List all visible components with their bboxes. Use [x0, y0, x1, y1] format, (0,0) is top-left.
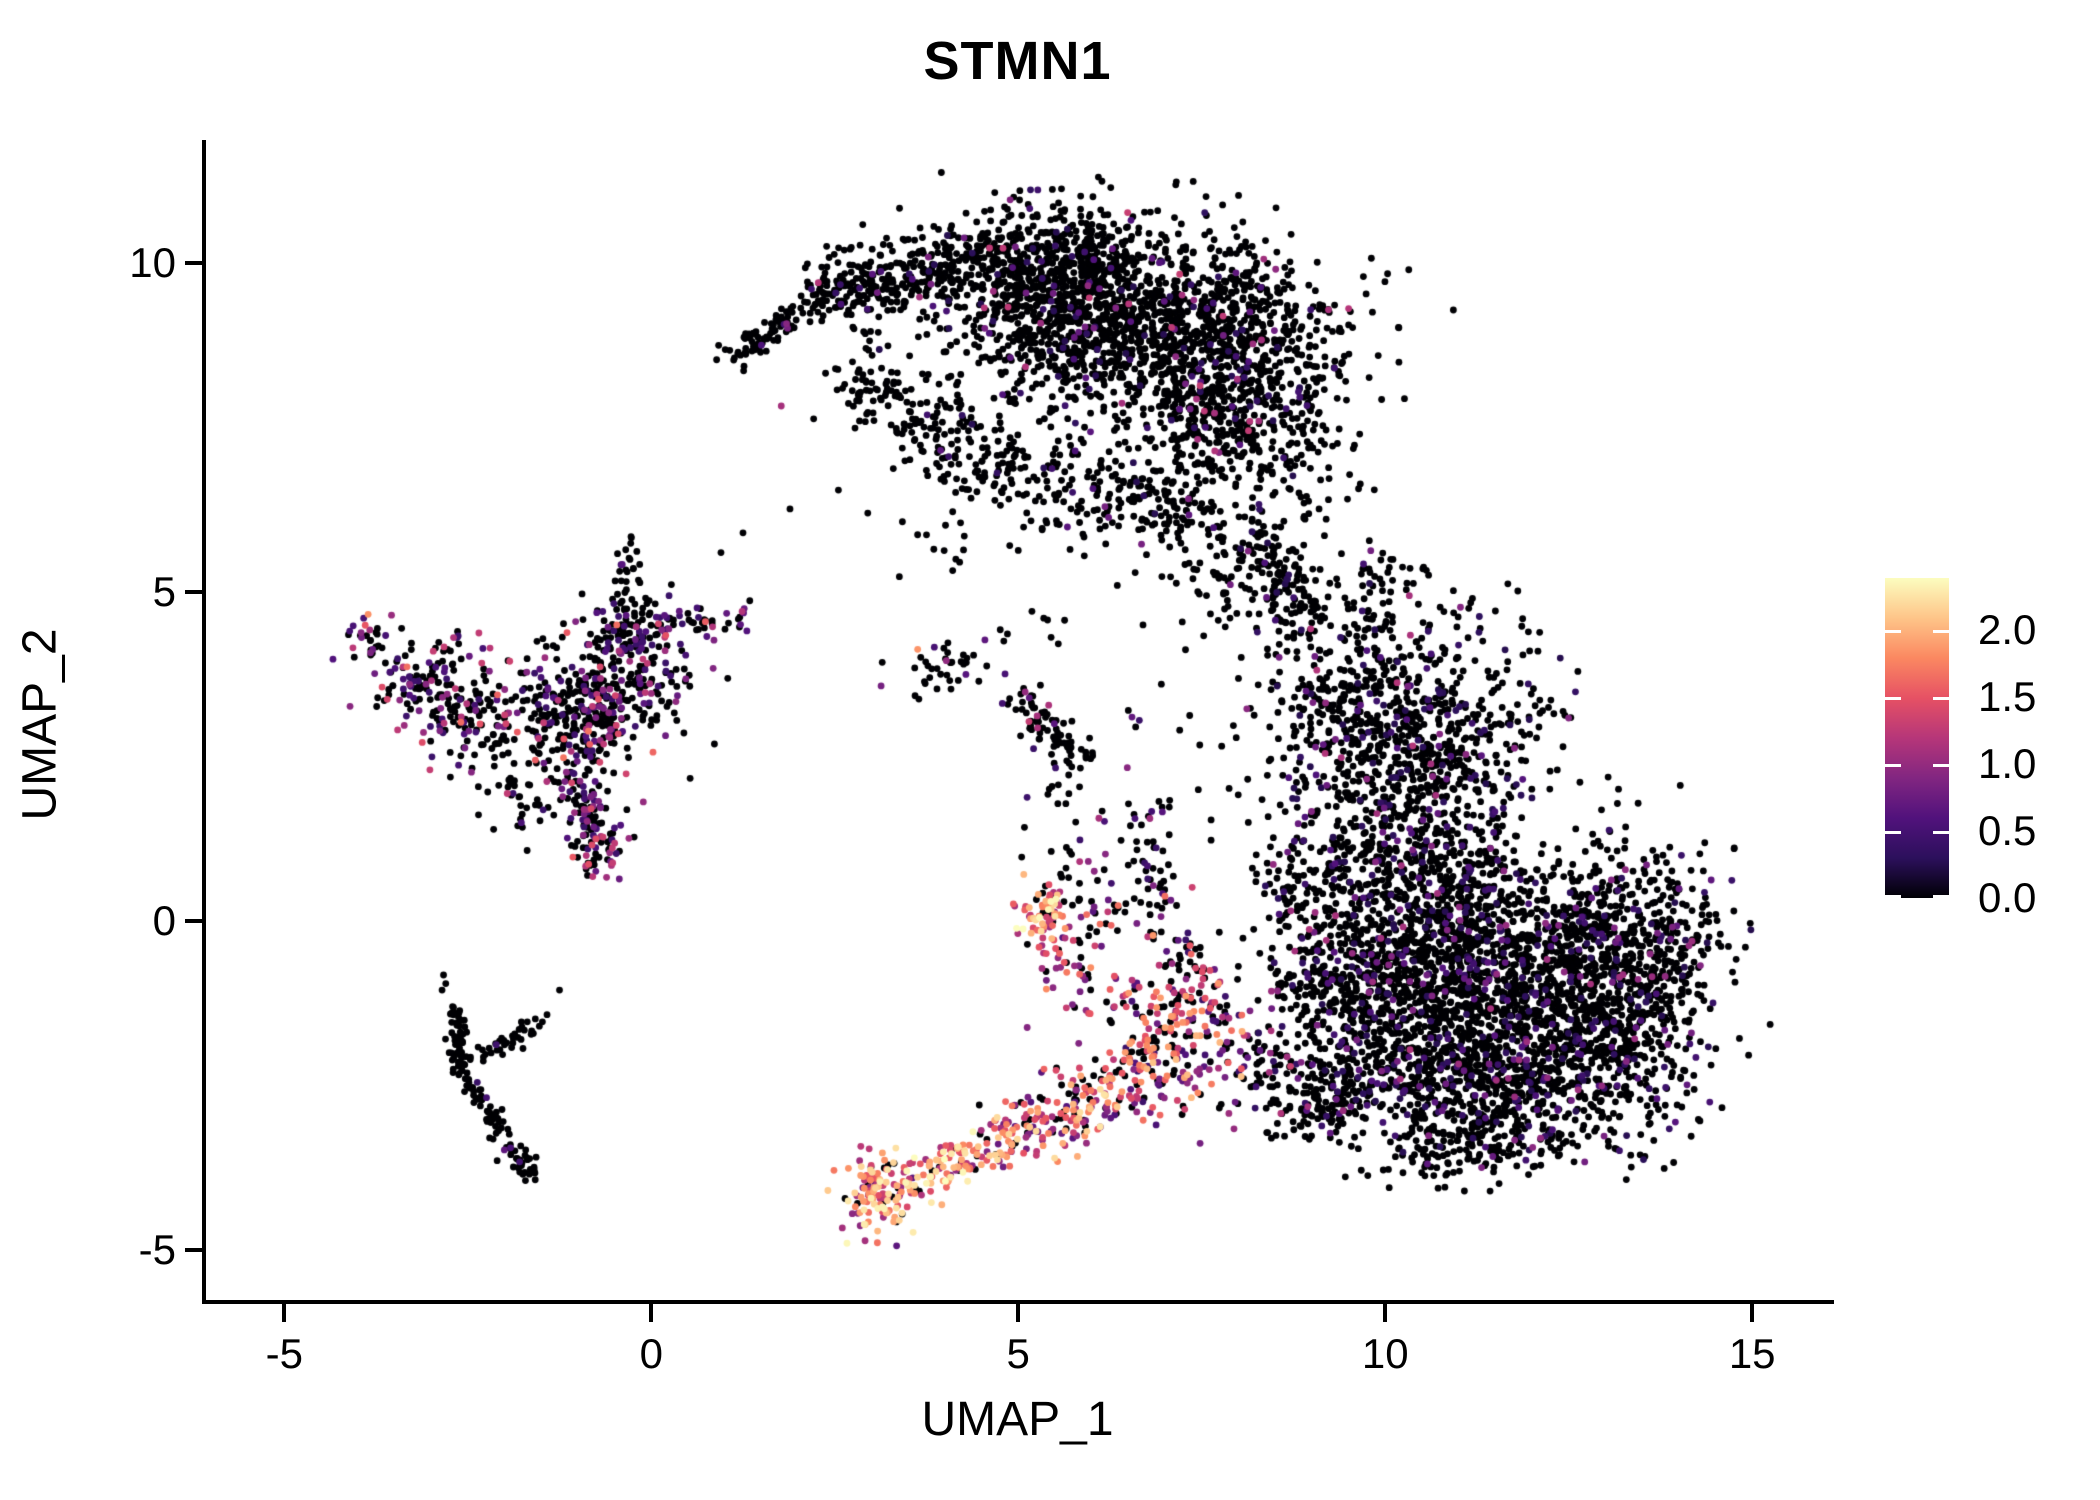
colorbar-tick-mark: [1885, 697, 1901, 701]
colorbar-tick-mark: [1885, 764, 1901, 768]
x-axis-line: [202, 1300, 1834, 1304]
colorbar-tick-label: 1.0: [1978, 740, 2037, 788]
colorbar-tick-label: 0.5: [1978, 807, 2037, 855]
colorbar-tick-mark: [1885, 895, 1901, 898]
y-tick-mark: [185, 590, 203, 595]
y-tick-mark: [185, 1248, 203, 1253]
x-tick-mark: [649, 1304, 654, 1322]
colorbar-tick-mark: [1933, 831, 1949, 835]
x-tick-mark: [1383, 1304, 1388, 1322]
x-tick-mark: [282, 1304, 287, 1322]
colorbar-tick-label: 1.5: [1978, 673, 2037, 721]
colorbar-tick-mark: [1885, 630, 1901, 634]
y-tick-label: -5: [138, 1226, 176, 1274]
x-tick-label: 0: [639, 1330, 663, 1377]
y-tick-mark: [185, 261, 203, 266]
x-tick-label: -5: [265, 1330, 303, 1377]
colorbar-tick-mark: [1933, 697, 1949, 701]
colorbar-tick-mark: [1933, 630, 1949, 634]
y-tick-mark: [185, 919, 203, 924]
x-tick-mark: [1750, 1304, 1755, 1322]
x-tick-mark: [1016, 1304, 1021, 1322]
colorbar-gradient: [1885, 578, 1949, 898]
x-tick-label: 10: [1361, 1330, 1409, 1377]
x-tick-label: 15: [1728, 1330, 1776, 1377]
colorbar-tick-label: 2.0: [1978, 606, 2037, 654]
colorbar-tick-mark: [1933, 764, 1949, 768]
y-axis-line: [202, 140, 206, 1304]
colorbar-tick-mark: [1885, 831, 1901, 835]
y-tick-label: 0: [152, 897, 176, 945]
x-tick-label: 5: [1006, 1330, 1030, 1377]
colorbar-tick-label: 0.0: [1978, 874, 2037, 921]
y-tick-label: 5: [152, 568, 176, 616]
x-axis-title: UMAP_1: [921, 1393, 1114, 1446]
y-tick-label: 10: [129, 239, 176, 287]
colorbar-tick-mark: [1933, 895, 1949, 898]
y-axis-title: UMAP_2: [13, 628, 67, 821]
